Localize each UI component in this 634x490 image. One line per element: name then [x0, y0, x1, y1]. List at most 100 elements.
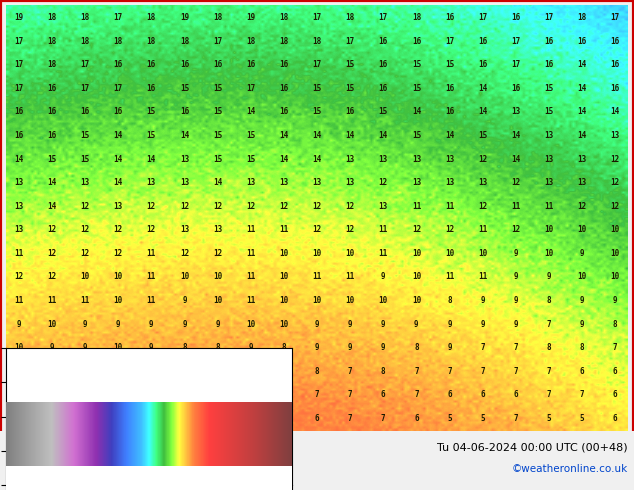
Text: 6: 6 [281, 414, 286, 423]
Text: 12: 12 [611, 155, 620, 164]
Text: 18: 18 [113, 37, 123, 46]
Text: 11: 11 [445, 272, 454, 281]
Text: 11: 11 [81, 296, 89, 305]
Text: 9: 9 [481, 319, 485, 329]
Text: 10: 10 [279, 272, 288, 281]
Text: 7: 7 [216, 391, 220, 399]
Text: 10: 10 [611, 225, 620, 234]
Text: 14: 14 [313, 155, 321, 164]
Text: 16: 16 [48, 107, 56, 117]
Text: 13: 13 [611, 131, 620, 140]
Text: 14: 14 [578, 60, 586, 69]
Text: 12: 12 [478, 155, 488, 164]
Text: 11: 11 [246, 249, 256, 258]
Text: 16: 16 [445, 107, 454, 117]
Text: 13: 13 [81, 178, 89, 187]
Text: 14: 14 [578, 84, 586, 93]
Text: 10: 10 [578, 272, 586, 281]
Text: 18: 18 [180, 37, 189, 46]
Text: 11: 11 [313, 272, 321, 281]
Text: 11: 11 [378, 225, 388, 234]
Text: 15: 15 [213, 107, 222, 117]
Text: 7: 7 [481, 367, 485, 376]
Text: 16: 16 [279, 84, 288, 93]
Text: 13: 13 [14, 225, 23, 234]
Text: 17: 17 [378, 13, 388, 22]
Text: 14: 14 [113, 178, 123, 187]
Text: 7: 7 [547, 319, 552, 329]
Text: 15: 15 [180, 84, 189, 93]
Text: 11: 11 [246, 225, 256, 234]
Text: 11: 11 [478, 272, 488, 281]
Text: 11: 11 [511, 202, 521, 211]
Text: 18: 18 [246, 37, 256, 46]
Text: 9: 9 [82, 391, 87, 399]
Text: 7: 7 [547, 391, 552, 399]
Text: 12: 12 [611, 178, 620, 187]
Text: 6: 6 [414, 414, 418, 423]
Text: 12: 12 [113, 249, 123, 258]
Text: 12: 12 [511, 178, 521, 187]
Text: 15: 15 [478, 131, 488, 140]
Text: 12: 12 [213, 249, 222, 258]
Text: 8: 8 [182, 367, 187, 376]
Text: 5: 5 [547, 414, 552, 423]
Text: 7: 7 [514, 367, 518, 376]
Text: 18: 18 [213, 13, 222, 22]
Text: 7: 7 [314, 391, 320, 399]
Text: 5: 5 [481, 414, 485, 423]
Text: 13: 13 [578, 155, 586, 164]
Text: 17: 17 [81, 60, 89, 69]
Text: 13: 13 [545, 131, 553, 140]
Text: 12: 12 [511, 225, 521, 234]
Text: 19: 19 [14, 13, 23, 22]
Text: 9: 9 [182, 319, 187, 329]
Text: 11: 11 [246, 272, 256, 281]
Text: 6: 6 [481, 391, 485, 399]
Text: 14: 14 [180, 131, 189, 140]
Text: 17: 17 [213, 37, 222, 46]
Text: 12: 12 [213, 202, 222, 211]
Text: 19: 19 [180, 13, 189, 22]
Text: 15: 15 [412, 60, 421, 69]
Text: 13: 13 [180, 225, 189, 234]
Text: 16: 16 [412, 37, 421, 46]
Text: 14: 14 [279, 155, 288, 164]
Text: 7: 7 [116, 414, 120, 423]
Text: 16: 16 [213, 60, 222, 69]
Text: 16: 16 [14, 131, 23, 140]
Text: 10: 10 [346, 296, 355, 305]
Text: 16: 16 [478, 60, 488, 69]
Text: 8: 8 [447, 296, 452, 305]
Text: 9: 9 [381, 272, 385, 281]
Text: 14: 14 [578, 131, 586, 140]
Text: 7: 7 [381, 414, 385, 423]
Text: 9: 9 [314, 343, 320, 352]
Text: 9: 9 [16, 319, 21, 329]
Text: 9: 9 [314, 319, 320, 329]
Text: 10: 10 [611, 249, 620, 258]
Text: 16: 16 [14, 107, 23, 117]
Text: 16: 16 [578, 37, 586, 46]
Text: 15: 15 [378, 107, 388, 117]
Text: 7: 7 [414, 391, 418, 399]
Text: 13: 13 [14, 178, 23, 187]
Text: 8: 8 [49, 391, 55, 399]
Text: 13: 13 [14, 202, 23, 211]
Text: 8: 8 [49, 414, 55, 423]
Text: 10: 10 [213, 296, 222, 305]
Text: 9: 9 [16, 367, 21, 376]
Text: 14: 14 [213, 178, 222, 187]
Text: 15: 15 [246, 131, 256, 140]
Text: 14: 14 [48, 202, 56, 211]
Text: 8: 8 [547, 296, 552, 305]
Text: 9: 9 [49, 343, 55, 352]
Text: 13: 13 [213, 225, 222, 234]
Text: 12: 12 [81, 249, 89, 258]
Text: 6: 6 [579, 367, 585, 376]
Text: 10: 10 [578, 225, 586, 234]
Text: 9: 9 [414, 319, 418, 329]
Text: 18: 18 [81, 13, 89, 22]
Text: 16: 16 [81, 107, 89, 117]
Text: 16: 16 [48, 84, 56, 93]
